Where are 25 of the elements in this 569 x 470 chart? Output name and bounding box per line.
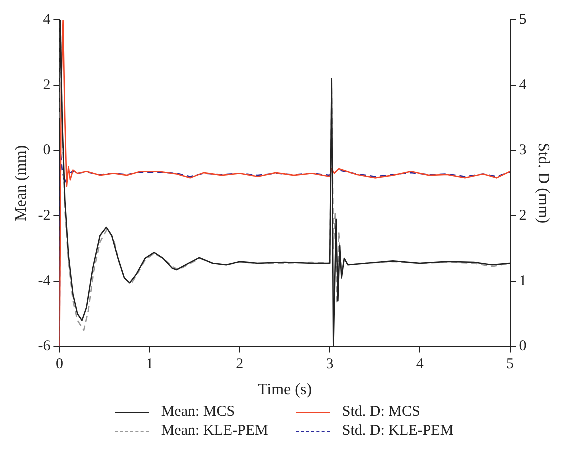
legend-label: Mean: MCS [161, 404, 236, 421]
legend-label: Std. D: MCS [342, 404, 420, 421]
y2-tick-label: 4 [519, 77, 528, 94]
legend-label: Std. D: KLE-PEM [342, 423, 454, 440]
y-axis-title: Mean (mm) [12, 145, 30, 222]
y2-tick-label: 1 [519, 273, 527, 290]
x-tick-label: 1 [146, 356, 154, 373]
y-tick-label: 2 [43, 77, 51, 94]
x-tick-label: 4 [416, 356, 424, 373]
x-tick-label: 3 [326, 356, 334, 373]
x-tick-label: 2 [236, 356, 244, 373]
y-tick-label: -4 [38, 273, 52, 290]
y2-tick-label: 0 [519, 338, 527, 355]
x-axis-title: Time (s) [258, 382, 312, 399]
y2-axis-title: Std. D (mm) [535, 143, 552, 224]
y2-tick-label: 3 [519, 142, 527, 159]
x-tick-label: 5 [506, 356, 514, 373]
y-tick-label: -6 [38, 338, 52, 355]
y2-tick-label: 2 [519, 208, 527, 224]
y2-tick-label: 5 [519, 12, 527, 28]
legend-label: Mean: KLE-PEM [161, 423, 268, 440]
x-tick-label: 0 [56, 356, 64, 373]
y-tick-label: 4 [43, 12, 52, 28]
y-tick-label: 0 [43, 142, 51, 159]
y-tick-label: -2 [38, 208, 51, 224]
